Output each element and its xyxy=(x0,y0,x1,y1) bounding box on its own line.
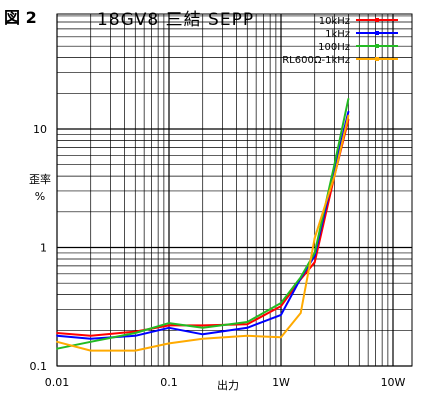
x-tick-label: 0.1 xyxy=(160,376,178,389)
chart-title: 18GV8 三結 SEPP xyxy=(97,10,254,30)
figure-label: 図 2 xyxy=(4,8,37,27)
data-point xyxy=(246,334,249,337)
legend-marker xyxy=(375,31,379,35)
data-point xyxy=(280,336,282,339)
tick-labels: 0.01 0.1 1W 10W 0.1 1 10 xyxy=(30,123,406,389)
data-point xyxy=(280,313,282,316)
data-point xyxy=(299,312,302,314)
y-axis-label-unit: % xyxy=(35,190,45,203)
data-point xyxy=(168,322,170,325)
data-point xyxy=(347,110,350,113)
data-point xyxy=(246,326,249,329)
y-axis-label-main: 歪率 xyxy=(29,172,51,186)
data-point xyxy=(313,261,316,264)
data-point xyxy=(313,237,316,240)
data-point xyxy=(347,97,350,100)
data-point xyxy=(246,321,249,323)
data-point xyxy=(89,340,92,343)
data-point xyxy=(168,342,170,345)
data-point xyxy=(89,337,92,340)
x-tick-label: 0.01 xyxy=(45,376,70,389)
data-point xyxy=(313,252,316,254)
legend-marker xyxy=(375,57,379,61)
data-point xyxy=(333,175,336,178)
data-point xyxy=(56,347,58,350)
data-point xyxy=(280,305,282,308)
data-point xyxy=(134,349,137,352)
data-point xyxy=(56,332,58,334)
data-point xyxy=(201,333,204,336)
data-point xyxy=(201,326,204,329)
data-point xyxy=(201,337,204,340)
legend: 10kHz 1kHz 100Hz RL600Ω-1kHz xyxy=(282,16,398,66)
data-point xyxy=(280,302,282,304)
series-layer xyxy=(56,97,350,352)
x-tick-label: 10W xyxy=(381,376,406,389)
data-point xyxy=(134,332,137,334)
data-point xyxy=(168,324,170,327)
data-point xyxy=(168,326,170,329)
data-point xyxy=(246,323,249,326)
data-point xyxy=(56,334,58,337)
data-point xyxy=(89,349,92,352)
legend-label: RL600Ω-1kHz xyxy=(282,55,350,66)
y-tick-label: 10 xyxy=(33,123,47,136)
x-axis-label: 出力 xyxy=(217,378,239,392)
data-point xyxy=(299,276,302,279)
y-tick-label: 0.1 xyxy=(30,360,48,373)
data-point xyxy=(347,114,350,117)
y-tick-label: 1 xyxy=(40,242,47,255)
legend-marker xyxy=(375,44,379,48)
legend-marker xyxy=(375,18,379,22)
data-point xyxy=(333,163,336,166)
data-point xyxy=(134,334,137,337)
data-point xyxy=(56,340,58,343)
legend-label: 1kHz xyxy=(325,29,350,40)
x-tick-label: 1W xyxy=(272,376,290,389)
legend-label: 10kHz xyxy=(319,16,350,27)
data-point xyxy=(201,324,204,327)
grid xyxy=(56,14,412,367)
data-point xyxy=(89,334,92,337)
plot-frame xyxy=(56,13,413,367)
legend-label: 100Hz xyxy=(318,42,350,53)
